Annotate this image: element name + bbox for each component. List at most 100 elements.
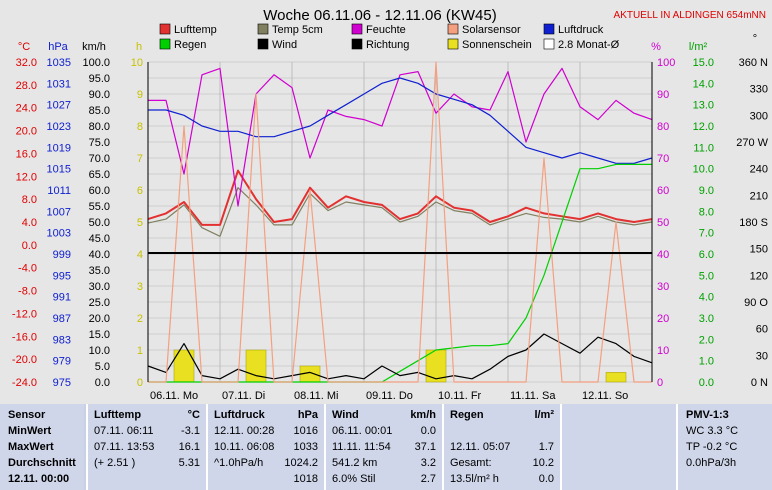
tick-label-h: 0: [137, 377, 143, 389]
tick-label-h: 1: [137, 345, 143, 357]
tick-label-hpa: 1023: [47, 121, 71, 133]
tick-label-hpa: 1027: [47, 100, 71, 112]
stats-luftdruck-trend: ^1.0hPa/h: [214, 457, 264, 469]
series-line-solarsensor: [148, 61, 652, 383]
tick-label-day: 09.11. Do: [366, 390, 413, 402]
stats-header-wind: Wind: [332, 409, 359, 421]
stats-wind-calm: 6.0% Stil: [332, 473, 376, 485]
legend-swatch: [159, 38, 171, 50]
stats-unit-luftdruck: hPa: [297, 409, 318, 421]
tick-label-hpa: 1007: [47, 206, 71, 218]
stats-header-sensor: Sensor: [8, 409, 46, 421]
stats-unit-regen: l/m²: [534, 409, 554, 421]
tick-label-lm2: 5.0: [699, 270, 714, 282]
tick-label-celsius: 0.0: [22, 240, 37, 252]
tick-label-hpa: 1031: [47, 78, 71, 90]
legend-label: Temp 5cm: [272, 24, 323, 36]
tick-label-day: 07.11. Di: [222, 390, 265, 402]
stats-pmv-dewpoint: TP -0.2 °C: [686, 441, 738, 453]
legend-label: Solarsensor: [462, 24, 521, 36]
legend-swatch: [447, 38, 459, 50]
series-line-lufttemp: [147, 169, 653, 226]
series-line-wind: [147, 333, 653, 380]
tick-label-day: 11.11. Sa: [510, 390, 556, 402]
tick-label-percent: 100: [657, 57, 675, 69]
legend-swatch: [257, 23, 269, 35]
tick-label-kmh: 10.0: [89, 345, 110, 357]
stats-lufttemp-trend: (+ 2.51 ): [94, 457, 136, 469]
stats-col-wind: Wind km/h 06.11. 00:01 0.0 11.11. 11:54 …: [324, 404, 442, 490]
axis-header-celsius: °C: [18, 41, 30, 53]
tick-label-kmh: 40.0: [89, 249, 110, 261]
tick-label-kmh: 55.0: [89, 201, 110, 213]
tick-label-h: 8: [137, 121, 143, 133]
stats-wind-current: 2.7: [420, 473, 436, 485]
series-line-temp-5cm: [147, 187, 653, 237]
tick-label-kmh: 30.0: [89, 281, 110, 293]
stats-luftdruck-max-time: 10.11. 06:08: [214, 441, 275, 453]
legend-label: Wind: [272, 39, 297, 51]
tick-label-deg: 0 N: [751, 377, 768, 389]
weather-chart-area: Woche 06.11.06 - 12.11.06 (KW45) AKTUELL…: [11, 7, 769, 402]
tick-label-hpa: 999: [53, 249, 71, 261]
tick-label-lm2: 14.0: [693, 78, 714, 90]
stats-wind-distance: 541.2 km: [332, 457, 378, 469]
stats-lufttemp-avg: 5.31: [178, 457, 200, 469]
legend-label: Richtung: [366, 39, 409, 51]
stats-regen-rate: 13.5l/m² h: [450, 473, 499, 485]
tick-label-celsius: 24.0: [16, 103, 37, 115]
stats-regen-total: 10.2: [532, 457, 554, 469]
tick-label-celsius: 28.0: [16, 80, 37, 92]
tick-label-h: 7: [137, 153, 143, 165]
tick-label-lm2: 2.0: [699, 334, 714, 346]
stats-luftdruck-min: 1016: [293, 425, 318, 437]
tick-label-deg: 210: [750, 190, 768, 202]
tick-label-lm2: 13.0: [693, 100, 714, 112]
stats-wind-min: 0.0: [420, 425, 436, 437]
tick-label-lm2: 10.0: [693, 164, 714, 176]
tick-label-deg: 150: [750, 244, 768, 256]
stats-header-pmv: PMV-1:3: [686, 409, 729, 421]
stats-wind-max-time: 11.11. 11:54: [332, 441, 391, 453]
tick-label-day: 06.11. Mo: [150, 390, 198, 402]
legend-swatch: [543, 38, 555, 50]
tick-label-percent: 0: [657, 377, 663, 389]
tick-label-kmh: 5.0: [95, 361, 110, 373]
stats-luftdruck-min-time: 12.11. 00:28: [214, 425, 275, 437]
tick-label-kmh: 80.0: [89, 121, 110, 133]
axis-header-lm2: l/m²: [689, 41, 708, 53]
tick-label-kmh: 15.0: [89, 329, 110, 341]
tick-label-deg: 270 W: [736, 137, 768, 149]
stats-regen-total-label: Gesamt:: [450, 457, 492, 469]
tick-label-celsius: 4.0: [22, 217, 37, 229]
tick-label-lm2: 4.0: [699, 292, 714, 304]
tick-label-h: 10: [131, 57, 143, 69]
sunshine-bar: [605, 372, 627, 383]
tick-label-deg: 90 O: [744, 297, 768, 309]
plot-series: [147, 61, 653, 383]
tick-label-celsius: 12.0: [16, 171, 37, 183]
tick-label-hpa: 1011: [47, 185, 71, 197]
tick-label-percent: 20: [657, 313, 669, 325]
tick-label-deg: 30: [756, 350, 768, 362]
tick-label-h: 6: [137, 185, 143, 197]
tick-label-day: 08.11. Mi: [294, 390, 338, 402]
location-banner: AKTUELL IN ALDINGEN 654mNN: [614, 10, 766, 21]
tick-label-lm2: 12.0: [693, 121, 714, 133]
stats-wind-max: 37.1: [414, 441, 436, 453]
legend-label: Regen: [174, 39, 206, 51]
tick-label-h: 3: [137, 281, 143, 293]
tick-label-deg: 330: [750, 84, 768, 96]
stats-wind-min-time: 06.11. 00:01: [332, 425, 393, 437]
tick-label-hpa: 979: [53, 356, 71, 368]
tick-label-kmh: 70.0: [89, 153, 110, 165]
stats-header-regen: Regen: [450, 409, 484, 421]
legend-swatch: [447, 23, 459, 35]
stats-col-sensor: Sensor MinWert MaxWert Durchschnitt 12.1…: [0, 404, 84, 490]
tick-label-h: 4: [137, 249, 143, 261]
legend-label: 2.8 Monat-Ø: [558, 39, 620, 51]
tick-label-lm2: 11.0: [693, 142, 714, 154]
tick-label-day: 12.11. So: [582, 390, 628, 402]
tick-label-celsius: -4.0: [18, 263, 37, 275]
legend-label: Sonnenschein: [462, 39, 532, 51]
